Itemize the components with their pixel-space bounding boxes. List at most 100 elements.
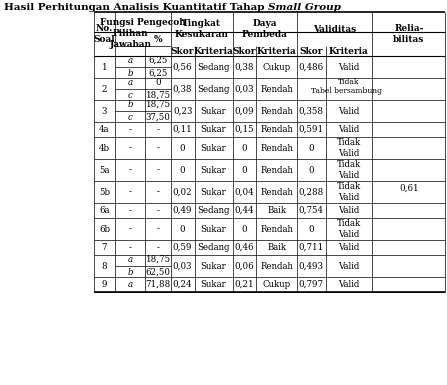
Text: Hasil Perhitungan Analisis Kuantitatif Tahap: Hasil Perhitungan Analisis Kuantitatif T… <box>4 3 268 12</box>
Text: Valid: Valid <box>338 261 360 271</box>
Text: 0,46: 0,46 <box>235 243 254 252</box>
Text: 0,03: 0,03 <box>173 261 192 271</box>
Text: Rendah: Rendah <box>260 166 293 174</box>
Text: 0,288: 0,288 <box>299 187 324 196</box>
Text: 2: 2 <box>101 84 107 94</box>
Text: Sukar: Sukar <box>201 144 227 152</box>
Text: Daya
Pembeda: Daya Pembeda <box>242 19 288 39</box>
Text: 4b: 4b <box>99 144 110 152</box>
Text: Tidak
Valid: Tidak Valid <box>337 182 361 202</box>
Text: Relia-
bilitas: Relia- bilitas <box>393 24 425 44</box>
Text: Rendah: Rendah <box>260 144 293 152</box>
Text: -: - <box>129 243 131 252</box>
Text: 0,56: 0,56 <box>173 62 192 72</box>
Text: Kriteria: Kriteria <box>329 47 369 55</box>
Text: a: a <box>128 255 133 264</box>
Text: %: % <box>154 35 162 44</box>
Text: Sukar: Sukar <box>201 261 227 271</box>
Text: Fungsi Pengecoh: Fungsi Pengecoh <box>100 17 186 27</box>
Text: Sedang: Sedang <box>197 243 230 252</box>
Text: -: - <box>129 187 131 196</box>
Text: Valid: Valid <box>338 280 360 289</box>
Text: 0,24: 0,24 <box>173 280 192 289</box>
Text: 0,38: 0,38 <box>235 62 254 72</box>
Text: 0,61: 0,61 <box>399 184 419 193</box>
Text: No.
Soal: No. Soal <box>93 24 115 44</box>
Text: 0,38: 0,38 <box>173 84 192 94</box>
Text: Sedang: Sedang <box>197 206 230 215</box>
Text: 0,02: 0,02 <box>173 187 192 196</box>
Text: Skor: Skor <box>233 47 256 55</box>
Text: 6,25: 6,25 <box>148 56 168 65</box>
Text: 9: 9 <box>101 280 107 289</box>
Text: c: c <box>128 113 133 122</box>
Text: Sukar: Sukar <box>201 166 227 174</box>
Text: Tabel bersambung: Tabel bersambung <box>311 87 382 95</box>
Text: Rendah: Rendah <box>260 187 293 196</box>
Text: Tidak: Tidak <box>338 78 360 86</box>
Text: 18,75: 18,75 <box>145 100 171 109</box>
Text: Kriteria: Kriteria <box>194 47 233 55</box>
Text: 18,75: 18,75 <box>145 91 171 100</box>
Text: b: b <box>127 100 133 109</box>
Text: -: - <box>129 125 131 134</box>
Text: Small Group: Small Group <box>268 3 341 12</box>
Text: Valid: Valid <box>338 125 360 134</box>
Text: -: - <box>156 166 160 174</box>
Text: 71,88: 71,88 <box>145 280 171 289</box>
Text: 0,486: 0,486 <box>299 62 324 72</box>
Text: 0: 0 <box>308 144 314 152</box>
Text: 8: 8 <box>101 261 107 271</box>
Text: Sedang: Sedang <box>197 84 230 94</box>
Text: Baik: Baik <box>267 206 286 215</box>
Text: -: - <box>156 125 160 134</box>
Text: -: - <box>129 166 131 174</box>
Text: 5a: 5a <box>99 166 110 174</box>
Text: 6b: 6b <box>99 224 110 233</box>
Text: 0,44: 0,44 <box>235 206 254 215</box>
Text: -: - <box>129 206 131 215</box>
Text: 0,493: 0,493 <box>299 261 324 271</box>
Text: 0,797: 0,797 <box>299 280 324 289</box>
Text: 62,50: 62,50 <box>145 268 170 277</box>
Text: Rendah: Rendah <box>260 224 293 233</box>
Text: 0: 0 <box>308 224 314 233</box>
Text: 0,04: 0,04 <box>235 187 254 196</box>
Text: 3: 3 <box>102 107 107 116</box>
Text: 0: 0 <box>180 166 186 174</box>
Text: 0: 0 <box>155 78 161 87</box>
Text: a: a <box>128 78 133 87</box>
Text: b: b <box>127 268 133 277</box>
Text: c: c <box>128 91 133 100</box>
Text: Baik: Baik <box>267 243 286 252</box>
Text: -: - <box>156 243 160 252</box>
Text: 0,591: 0,591 <box>299 125 324 134</box>
Text: 0,09: 0,09 <box>235 107 254 116</box>
Text: 4a: 4a <box>99 125 110 134</box>
Text: 1: 1 <box>101 62 107 72</box>
Text: -: - <box>156 224 160 233</box>
Text: 37,50: 37,50 <box>146 113 170 122</box>
Text: Sukar: Sukar <box>201 280 227 289</box>
Text: 0,358: 0,358 <box>299 107 324 116</box>
Text: -: - <box>156 206 160 215</box>
Text: Valid: Valid <box>338 107 360 116</box>
Text: 0: 0 <box>180 224 186 233</box>
Text: 6,25: 6,25 <box>148 69 168 78</box>
Text: Rendah: Rendah <box>260 125 293 134</box>
Text: Validitas: Validitas <box>313 25 356 33</box>
Text: 0: 0 <box>242 144 247 152</box>
Text: Sukar: Sukar <box>201 107 227 116</box>
Text: Valid: Valid <box>338 62 360 72</box>
Text: -: - <box>129 144 131 152</box>
Text: a: a <box>128 280 133 289</box>
Text: 0,15: 0,15 <box>235 125 254 134</box>
Text: b: b <box>127 69 133 78</box>
Text: Cukup: Cukup <box>263 280 291 289</box>
Text: Tidak
Valid: Tidak Valid <box>337 138 361 158</box>
Text: Pilihan
Jawaban: Pilihan Jawaban <box>109 29 151 49</box>
Text: Sukar: Sukar <box>201 224 227 233</box>
Text: Tingkat
Kesukaran: Tingkat Kesukaran <box>175 19 228 39</box>
Text: -: - <box>156 187 160 196</box>
Text: a: a <box>128 56 133 65</box>
